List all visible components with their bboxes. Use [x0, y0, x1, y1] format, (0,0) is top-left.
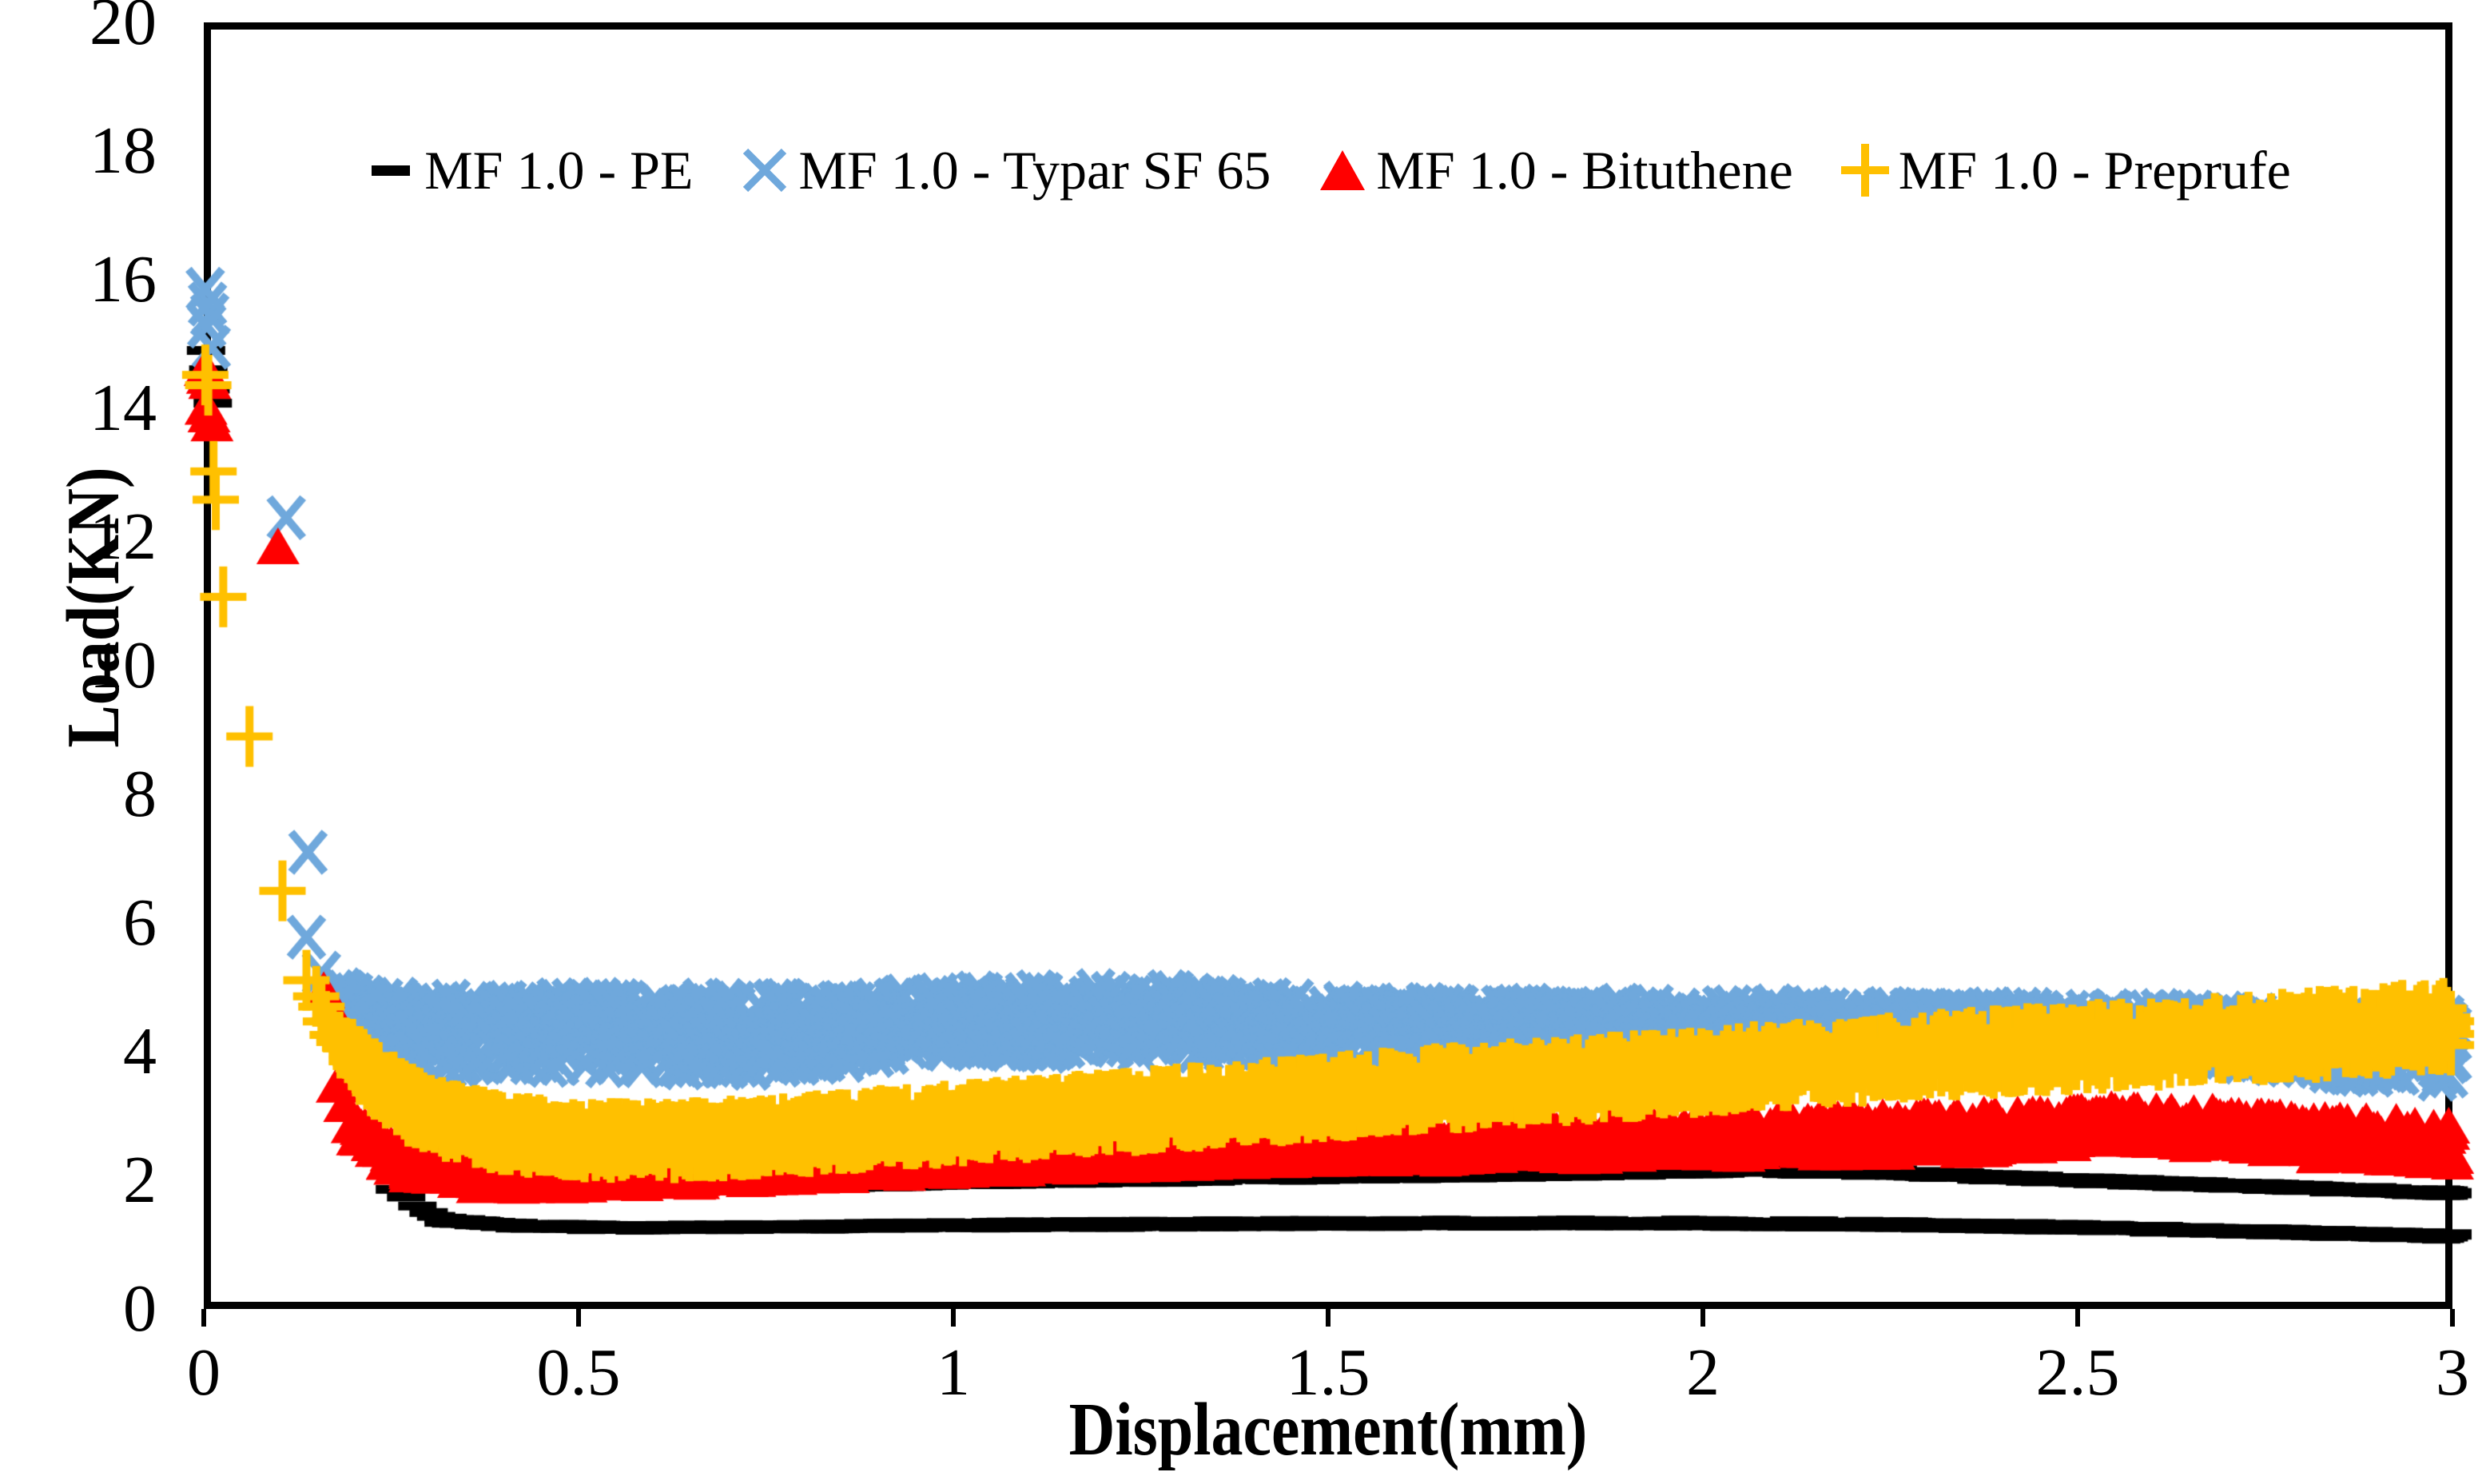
x-tick-mark	[1326, 1309, 1331, 1327]
x-tick-mark	[1700, 1309, 1705, 1327]
x-tick-label: 1	[937, 1335, 970, 1410]
y-axis-title: Load(KN)	[52, 467, 136, 748]
x-tick-mark	[2450, 1309, 2455, 1327]
x-tick-label: 0	[187, 1335, 221, 1410]
legend-label: MF 1.0 - PE	[424, 140, 694, 201]
plus-marker-icon	[1840, 144, 1889, 197]
y-tick-label: 12	[89, 499, 157, 574]
x-axis-title: Displacement(mm)	[1068, 1388, 1588, 1472]
legend-label: MF 1.0 - Typar SF 65	[798, 140, 1271, 201]
x-tick-label: 3	[2436, 1335, 2469, 1410]
y-tick-label: 8	[123, 757, 157, 831]
y-tick-label: 4	[123, 1014, 157, 1088]
y-tick-label: 18	[89, 113, 157, 188]
y-tick-label: 10	[89, 628, 157, 702]
x-tick-label: 2	[1686, 1335, 1720, 1410]
y-tick-label: 6	[123, 885, 157, 960]
y-tick-label: 16	[89, 242, 157, 316]
x-tick-mark	[201, 1309, 206, 1327]
legend-item-2: MF 1.0 - Typar SF 65	[739, 142, 1271, 198]
y-tick-label: 2	[123, 1143, 157, 1217]
legend-item-3: MF 1.0 - Bituthene	[1317, 140, 1793, 201]
x-tick-label: 1.5	[1286, 1335, 1370, 1410]
triangle-marker-icon	[1320, 150, 1366, 190]
legend-item-4: MF 1.0 - Preprufe	[1840, 142, 2291, 198]
y-tick-label: 14	[89, 371, 157, 445]
legend-label: MF 1.0 - Bituthene	[1376, 140, 1793, 201]
chart-legend: MF 1.0 - PE MF 1.0 - Typar SF 65 MF 1.0 - …	[204, 118, 2452, 222]
y-tick-label: 0	[123, 1271, 157, 1346]
y-tick-label: 20	[89, 0, 157, 59]
dash-marker-icon	[372, 165, 411, 176]
x-tick-mark	[576, 1309, 581, 1327]
x-tick-label: 2.5	[2035, 1335, 2120, 1410]
legend-item-1: MF 1.0 - PE	[365, 142, 693, 198]
legend-label: MF 1.0 - Preprufe	[1898, 140, 2291, 201]
x-tick-mark	[951, 1309, 956, 1327]
x-marker-icon	[743, 148, 787, 193]
x-tick-label: 0.5	[536, 1335, 621, 1410]
x-tick-mark	[2075, 1309, 2080, 1327]
